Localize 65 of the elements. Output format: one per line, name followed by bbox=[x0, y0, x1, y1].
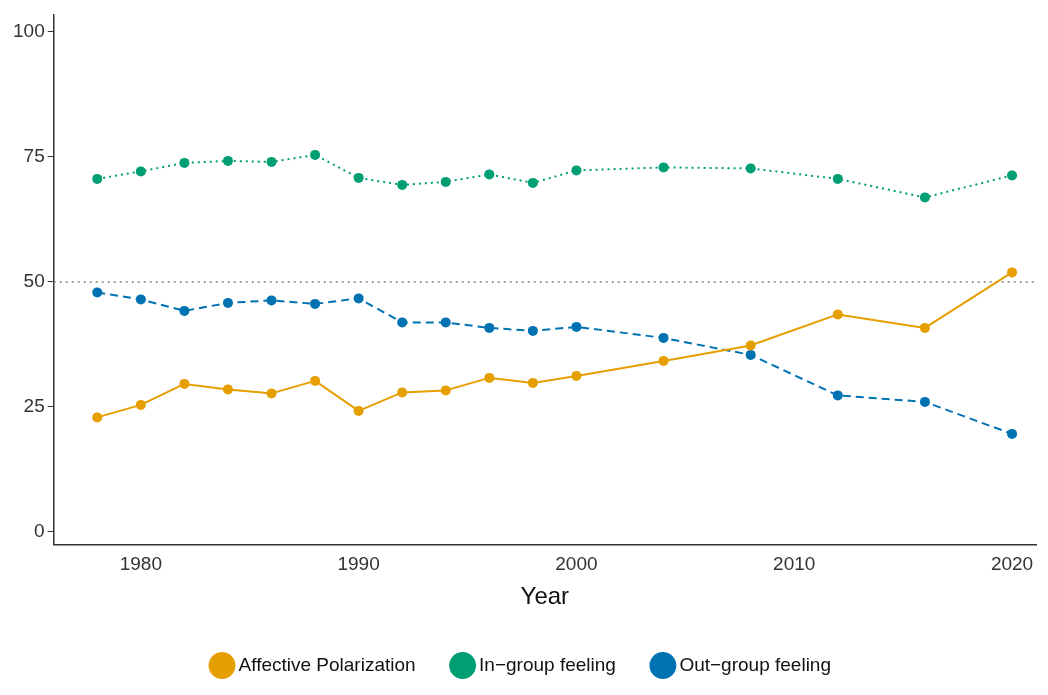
point bbox=[397, 387, 408, 398]
point bbox=[745, 349, 756, 360]
point bbox=[179, 305, 190, 316]
point bbox=[92, 287, 103, 298]
x-tick-label: 2000 bbox=[555, 553, 598, 575]
x-axis-title: Year bbox=[520, 582, 570, 610]
legend-label: In−group feeling bbox=[479, 653, 616, 675]
point bbox=[919, 192, 930, 203]
y-tick-label: 100 bbox=[13, 20, 45, 42]
point bbox=[571, 165, 582, 176]
point bbox=[527, 377, 538, 388]
point bbox=[266, 295, 277, 306]
point bbox=[92, 412, 103, 423]
legend-label: Out−group feeling bbox=[679, 653, 831, 675]
y-tick-label: 50 bbox=[23, 270, 45, 292]
point bbox=[353, 172, 364, 183]
point bbox=[440, 385, 451, 396]
point bbox=[745, 163, 756, 174]
point bbox=[135, 166, 146, 177]
point bbox=[658, 332, 669, 343]
x-tick-label: 2010 bbox=[773, 553, 816, 575]
point bbox=[832, 390, 843, 401]
y-tick-label: 0 bbox=[34, 520, 45, 542]
point bbox=[135, 294, 146, 305]
point bbox=[353, 293, 364, 304]
point bbox=[1007, 428, 1018, 439]
point bbox=[832, 173, 843, 184]
point bbox=[571, 321, 582, 332]
point bbox=[222, 155, 233, 166]
x-tick-label: 1980 bbox=[119, 553, 162, 575]
point bbox=[266, 156, 277, 167]
point bbox=[179, 157, 190, 168]
point bbox=[527, 177, 538, 188]
point bbox=[484, 169, 495, 180]
point bbox=[397, 317, 408, 328]
point bbox=[92, 173, 103, 184]
y-tick-label: 25 bbox=[23, 395, 45, 417]
point bbox=[353, 405, 364, 416]
point bbox=[658, 162, 669, 173]
point bbox=[484, 372, 495, 383]
x-tick-label: 1990 bbox=[337, 553, 380, 575]
point bbox=[919, 396, 930, 407]
point bbox=[658, 355, 669, 366]
point bbox=[440, 176, 451, 187]
point bbox=[527, 325, 538, 336]
point bbox=[397, 179, 408, 190]
point bbox=[222, 297, 233, 308]
point bbox=[1007, 267, 1018, 278]
legend-label: Affective Polarization bbox=[238, 653, 416, 675]
point bbox=[266, 388, 277, 399]
point bbox=[310, 298, 321, 309]
y-tick-label: 75 bbox=[23, 145, 45, 167]
point bbox=[310, 375, 321, 386]
point bbox=[484, 322, 495, 333]
point bbox=[919, 322, 930, 333]
point bbox=[222, 384, 233, 395]
point bbox=[832, 309, 843, 320]
point bbox=[1007, 170, 1018, 181]
point bbox=[310, 149, 321, 160]
point bbox=[440, 317, 451, 328]
point bbox=[179, 378, 190, 389]
x-tick-label: 2020 bbox=[990, 553, 1034, 575]
point bbox=[571, 370, 582, 381]
point bbox=[135, 399, 146, 410]
point bbox=[745, 340, 756, 351]
